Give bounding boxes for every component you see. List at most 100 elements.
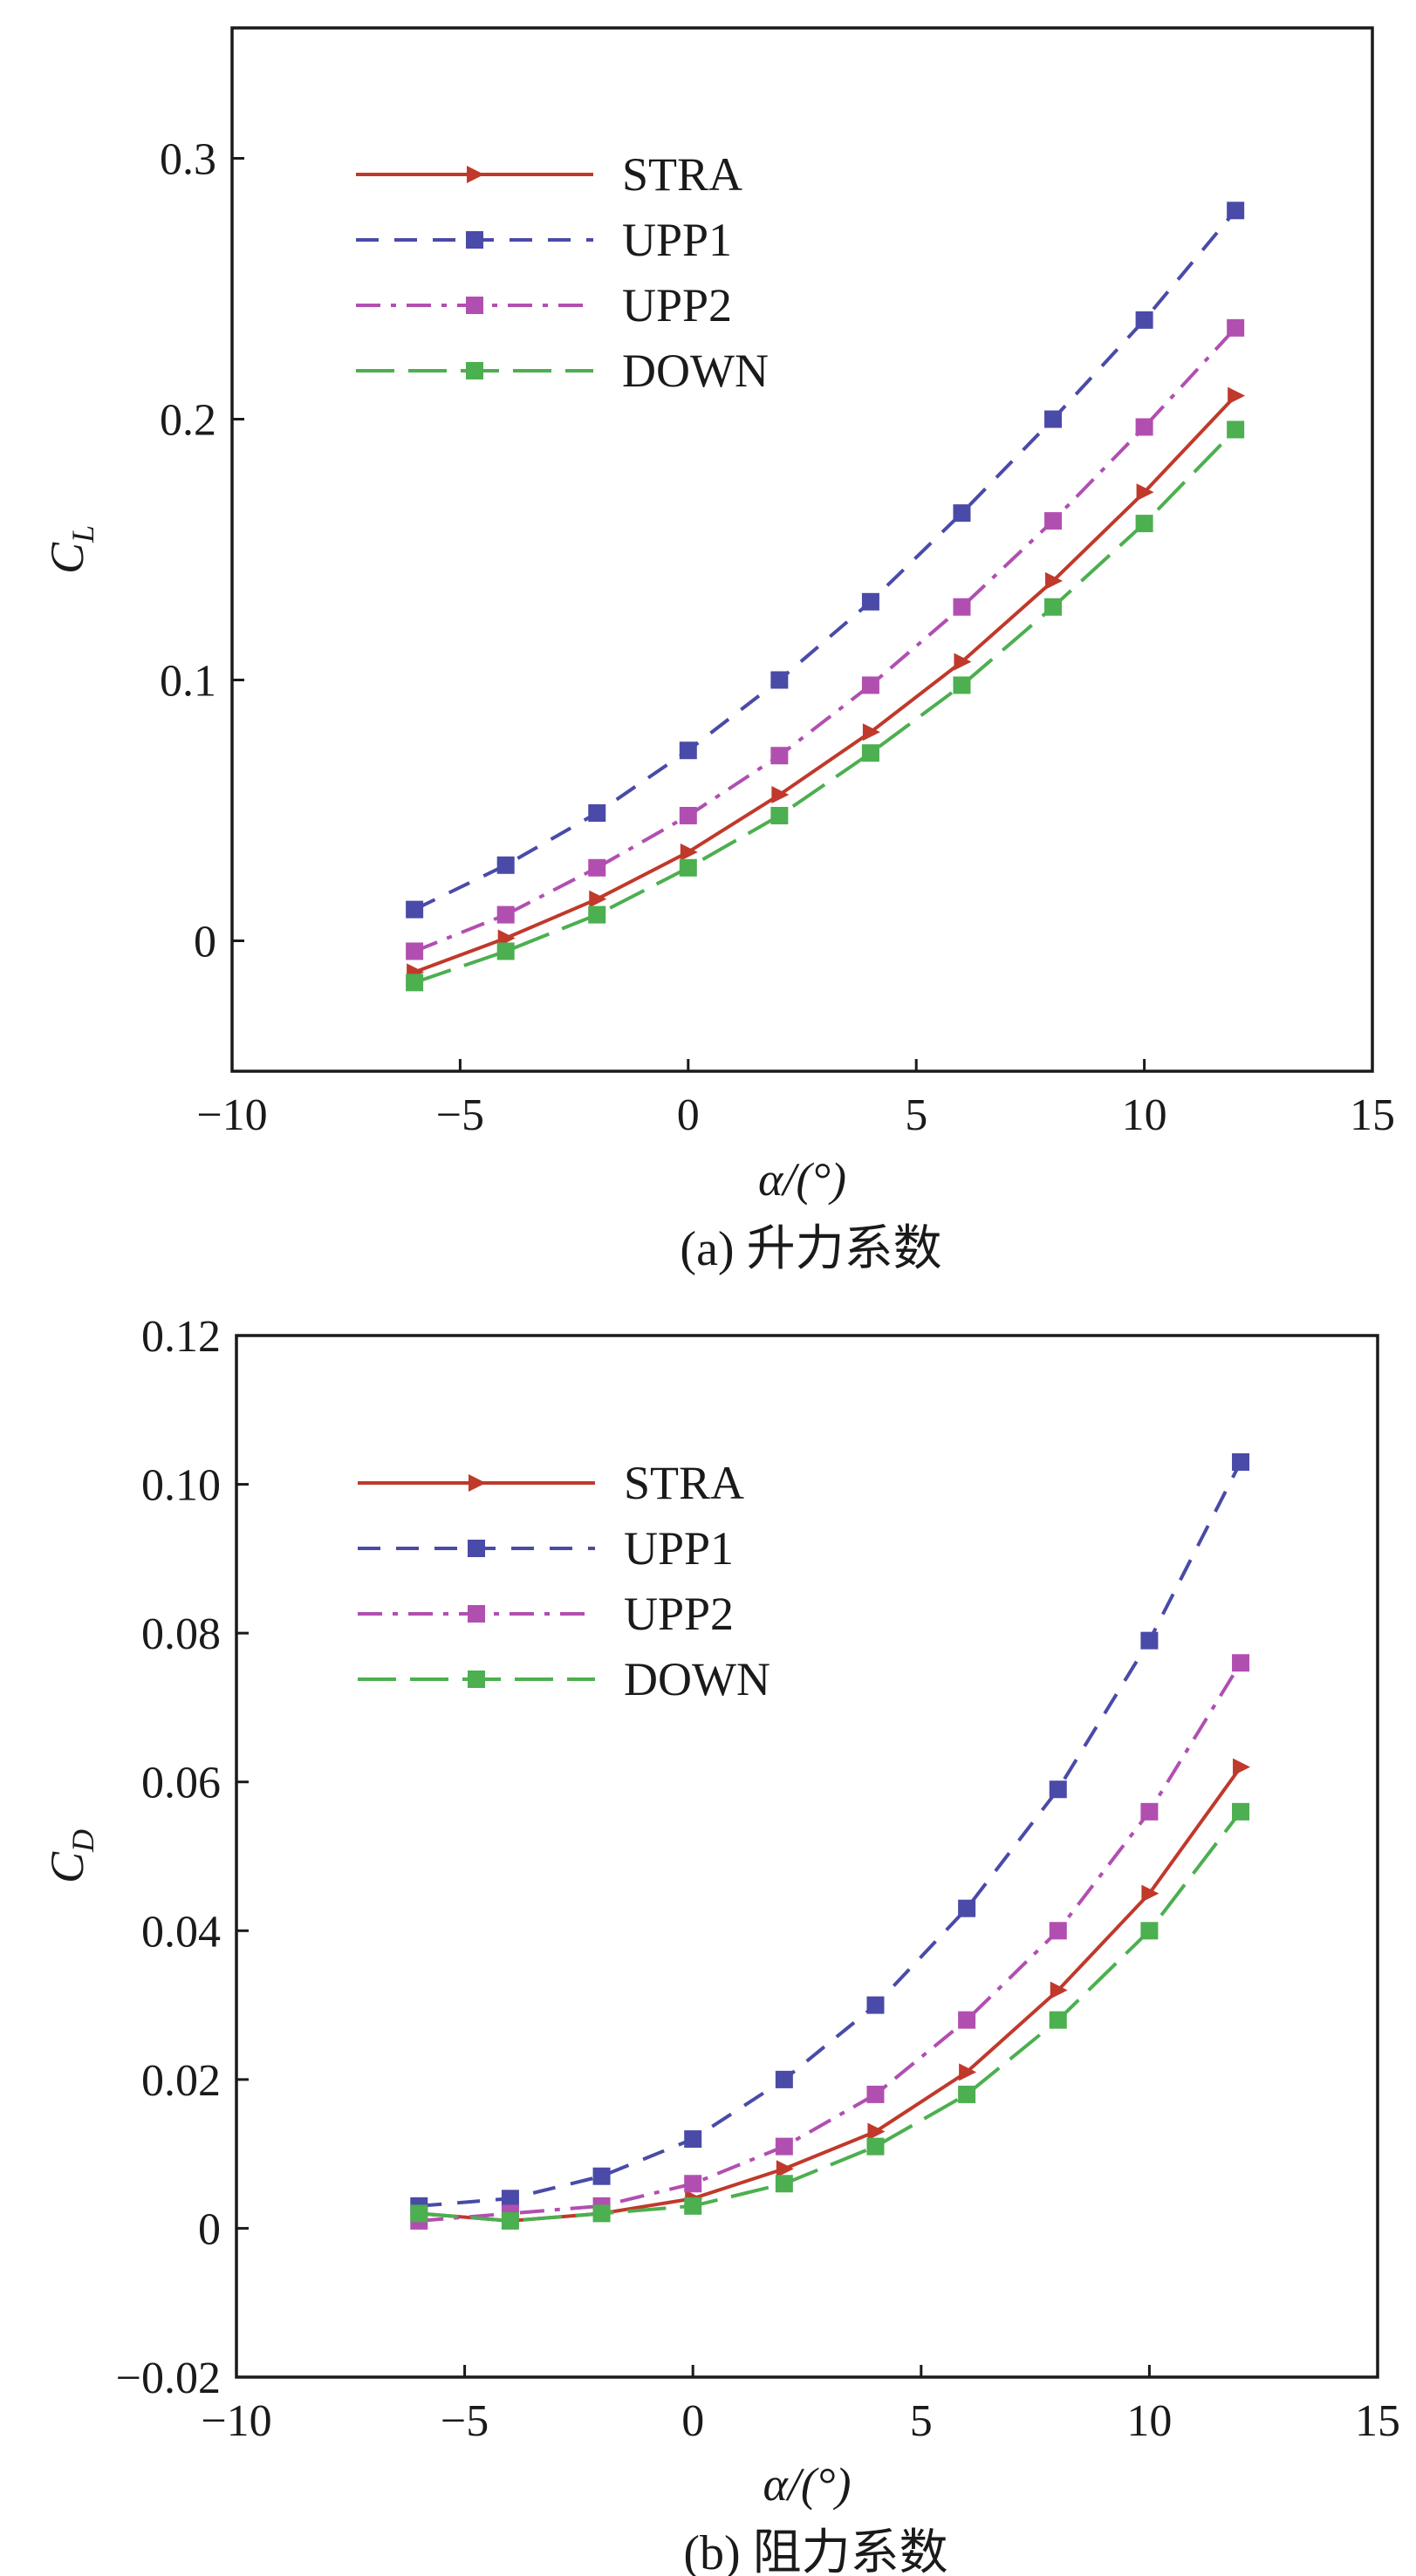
series-upp2: [406, 318, 1245, 960]
data-point-upp1: [1049, 1780, 1067, 1799]
y-tick-label: 0.3: [160, 135, 216, 185]
data-point-down: [588, 905, 606, 924]
data-point-upp1: [1227, 202, 1245, 220]
data-point-stra: [954, 653, 972, 671]
series-line-upp2: [414, 326, 1237, 953]
data-point-stra: [862, 723, 880, 741]
x-tick-label: 10: [1126, 2396, 1172, 2446]
data-point-upp2: [679, 806, 697, 824]
data-point-stra: [1141, 1884, 1159, 1903]
data-point-stra: [680, 843, 698, 861]
data-point-upp2: [861, 676, 879, 694]
data-point-upp2: [1232, 1654, 1250, 1672]
series-down: [410, 1802, 1250, 2230]
data-point-upp1: [1044, 410, 1063, 428]
y-axis-label: CL: [41, 525, 100, 574]
data-point-upp2: [684, 2175, 702, 2193]
data-point-upp2: [958, 2011, 976, 2029]
data-point-upp1: [679, 741, 697, 760]
data-point-upp2: [496, 905, 515, 924]
data-point-stra: [589, 890, 607, 908]
legend-label-stra: STRA: [624, 1457, 744, 1509]
legend: STRA UPP1 UPP2 DOWN: [356, 148, 769, 397]
series-line-upp1: [419, 1461, 1242, 2208]
x-tick-label: 10: [1122, 1090, 1167, 1140]
x-tick-label: −5: [436, 1090, 484, 1140]
legend-label-upp2: UPP2: [622, 279, 732, 331]
series-line-upp2: [419, 1662, 1242, 2223]
data-point-upp1: [588, 803, 606, 822]
data-point-stra: [1045, 571, 1064, 590]
data-point-upp1: [958, 1899, 976, 1917]
data-point-down: [1232, 1802, 1250, 1821]
series-line-stra: [419, 1766, 1242, 2223]
legend-marker-stra: [467, 166, 484, 183]
plot-frame: [235, 1334, 1379, 2379]
series-line-upp1: [414, 209, 1237, 912]
data-point-down: [1049, 2011, 1067, 2029]
y-tick-label: 0.1: [160, 657, 216, 707]
data-point-upp1: [406, 900, 424, 919]
series-stra: [411, 1758, 1251, 2230]
data-point-down: [1227, 420, 1245, 439]
legend-label-upp1: UPP1: [622, 214, 732, 266]
data-point-upp2: [1140, 1802, 1159, 1821]
x-axis-label: α/(°): [763, 2458, 852, 2511]
chart-caption: (b) 阻力系数: [683, 2526, 947, 2576]
data-point-upp2: [1049, 1922, 1067, 1940]
legend-marker-stra: [469, 1474, 486, 1492]
x-tick-label: 5: [905, 1090, 927, 1140]
data-point-down: [953, 676, 971, 694]
data-point-down: [958, 2085, 976, 2103]
y-tick-label: −0.02: [116, 2354, 221, 2403]
y-tick-label: 0.10: [141, 1461, 221, 1511]
data-point-down: [496, 942, 515, 960]
legend-marker-upp2: [468, 1605, 485, 1623]
data-point-down: [770, 806, 789, 824]
data-point-upp2: [775, 2137, 793, 2156]
x-tick-label: 15: [1350, 1090, 1395, 1140]
legend-label-down: DOWN: [624, 1653, 770, 1705]
x-tick-label: −10: [196, 1090, 267, 1140]
data-point-stra: [959, 2063, 977, 2081]
x-tick-label: 0: [677, 1090, 700, 1140]
x-tick-label: 15: [1355, 2396, 1400, 2446]
data-point-down: [501, 2211, 519, 2230]
data-point-down: [592, 2204, 611, 2223]
series-line-stra: [414, 394, 1237, 974]
data-point-upp1: [1140, 1631, 1159, 1650]
data-point-stra: [1228, 386, 1246, 405]
data-point-upp1: [861, 592, 879, 611]
chart-caption: (a) 升力系数: [680, 1222, 941, 1276]
legend-marker-upp1: [466, 231, 483, 249]
series-upp2: [410, 1654, 1250, 2230]
plot-frame: [230, 26, 1374, 1073]
data-point-stra: [771, 786, 790, 804]
legend-marker-down: [468, 1671, 485, 1688]
data-point-stra: [1233, 1758, 1251, 1776]
legend-label-stra: STRA: [622, 148, 742, 201]
y-tick-label: 0.2: [160, 396, 216, 446]
series-stra: [407, 386, 1246, 981]
data-point-upp1: [1232, 1452, 1250, 1471]
data-point-stra: [776, 2160, 794, 2178]
data-point-stra: [1050, 1981, 1068, 1999]
lift-coefficient-chart: −10 −5 0 5 10 15 0 0.1 0.2 0.3 α/(°) CL (a) 升力系数 STRA…: [41, 26, 1395, 1276]
series-line-down: [419, 1810, 1242, 2223]
legend-marker-upp2: [466, 297, 483, 314]
data-point-upp2: [1044, 512, 1063, 530]
data-point-down: [684, 2197, 702, 2215]
y-axis-label-subscript: L: [65, 525, 100, 543]
data-point-down: [406, 974, 424, 992]
data-point-upp2: [1135, 418, 1153, 436]
y-tick-label: 0: [198, 2204, 221, 2254]
y-tick-label: 0.04: [141, 1907, 221, 1957]
data-point-upp2: [1227, 318, 1245, 337]
y-tick-label: 0.06: [141, 1759, 221, 1808]
data-point-upp2: [588, 858, 606, 877]
data-point-down: [866, 2137, 885, 2156]
data-point-down: [1140, 1922, 1159, 1940]
data-point-upp1: [1135, 311, 1153, 329]
data-point-upp1: [501, 2190, 519, 2208]
